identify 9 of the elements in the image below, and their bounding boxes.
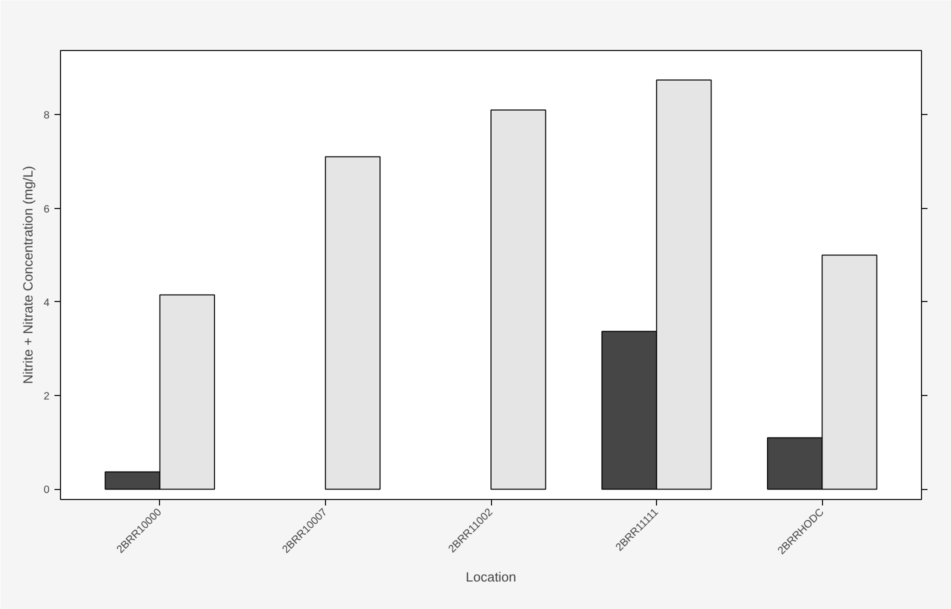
x-axis-title: Location [466,569,516,584]
y-tick-label: 8 [44,110,50,122]
y-tick-label: 2 [44,390,50,403]
y-tick-label: 4 [44,296,50,309]
bar [490,109,546,490]
bar [324,156,381,490]
y-axis-title: Nitrite + Nitrate Concentration (mg/L) [20,166,36,384]
y-tick-label: 6 [44,203,50,216]
y-tick-label: 0 [44,484,50,496]
